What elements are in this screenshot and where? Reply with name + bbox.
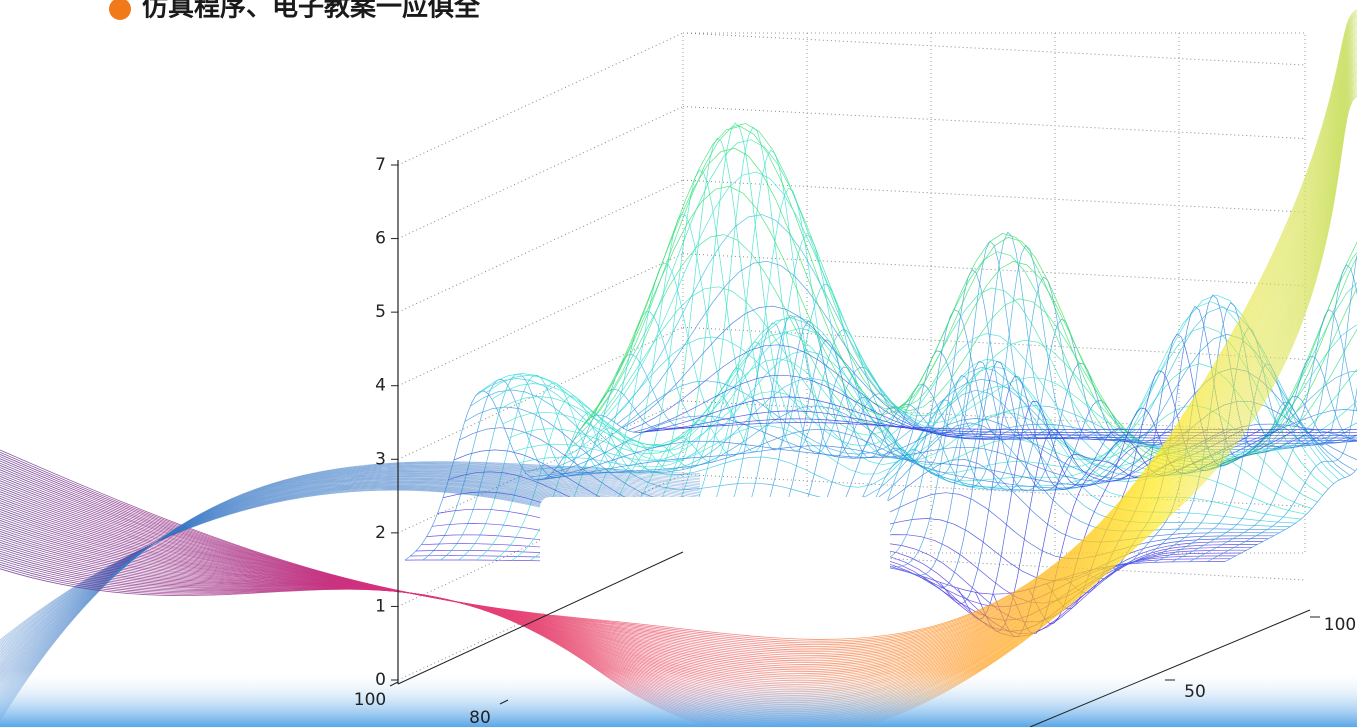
grid-line bbox=[398, 33, 683, 165]
grid-line bbox=[683, 33, 1305, 65]
sweep-curve bbox=[0, 80, 1357, 719]
grid-line bbox=[683, 180, 1305, 212]
bottom-band bbox=[0, 670, 1357, 727]
sweep-curve bbox=[0, 95, 1357, 727]
z-tick-label: 1 bbox=[375, 596, 386, 616]
header-title: 仿真程序、电子教案一应俱全 bbox=[142, 0, 481, 23]
sweep-curve bbox=[0, 76, 1357, 714]
grid-line bbox=[398, 180, 683, 312]
page: 仿真程序、电子教案一应俱全 012345671008050100 (() => … bbox=[0, 0, 1357, 727]
y-tick-label: 100 bbox=[1324, 615, 1356, 635]
z-tick-label: 6 bbox=[375, 229, 386, 249]
grid-line bbox=[683, 327, 1305, 359]
z-tick-label: 3 bbox=[375, 449, 386, 469]
grid-line bbox=[683, 254, 1305, 286]
z-tick-label: 2 bbox=[375, 523, 386, 543]
x-tick-label: 100 bbox=[354, 690, 386, 710]
mesh-line bbox=[565, 127, 815, 561]
y-tick-label: 50 bbox=[1184, 682, 1206, 702]
cover: 仿真程序、电子教案一应俱全 0 1 2 3 4 5 6 7 100 80 50 100 bbox=[0, 0, 1357, 727]
sweep-curve bbox=[0, 77, 1357, 715]
sweep-curve bbox=[0, 79, 1357, 718]
z-tick-label: 4 bbox=[375, 376, 386, 396]
label-box bbox=[540, 497, 890, 615]
z-tick-label: 0 bbox=[375, 670, 386, 690]
decor-curves bbox=[0, 10, 1357, 727]
z-tick-label: 5 bbox=[375, 302, 386, 322]
sweep-curve bbox=[0, 85, 1357, 725]
x-tick-label: 80 bbox=[469, 708, 491, 727]
bullet-icon bbox=[109, 0, 131, 20]
grid-line bbox=[398, 107, 683, 239]
sweep-curve bbox=[0, 96, 1357, 727]
grid-line bbox=[683, 107, 1305, 139]
z-tick-label: 7 bbox=[375, 155, 386, 175]
